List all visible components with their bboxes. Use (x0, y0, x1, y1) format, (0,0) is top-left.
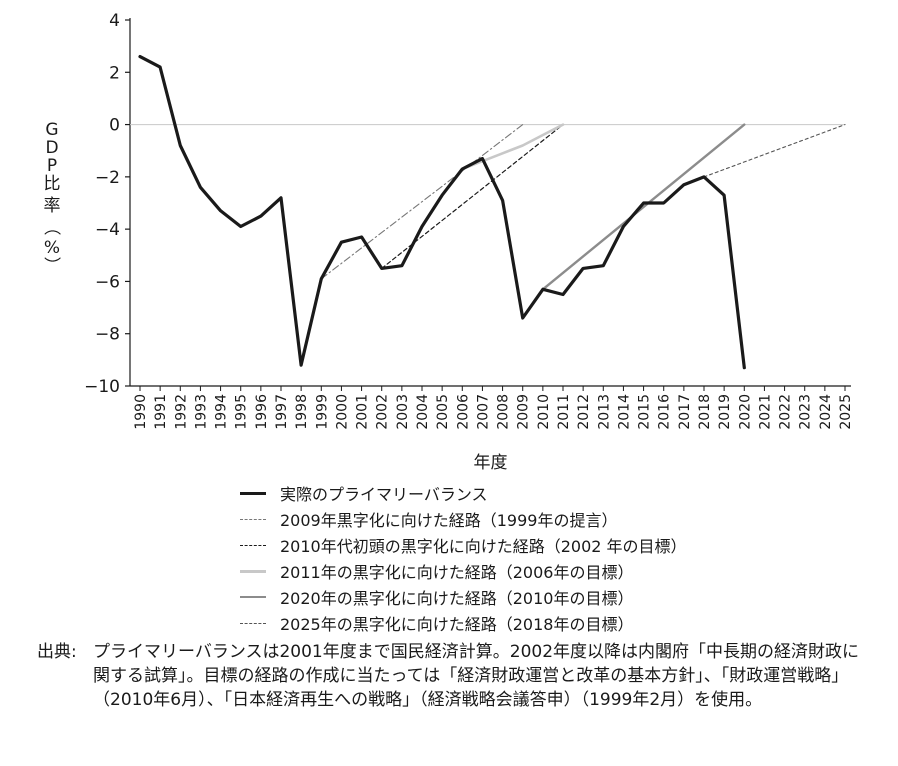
x-tick-label: 2003 (395, 394, 411, 430)
series-line-2 (381, 123, 564, 269)
legend-item: 2025年の黒字化に向けた経路（2018年の目標） (240, 610, 687, 636)
x-axis: 1990 1991 1992 1993 1994 1995 1996 1997 1998 1999… (130, 385, 854, 430)
legend-label: 2009年黒字化に向けた経路（1999年の提言） (280, 511, 618, 530)
y-axis-title-char: D (45, 138, 58, 158)
legend-label: 2011年の黒字化に向けた経路（2006年の目標） (280, 563, 634, 582)
source-note: 出典: プライマリーバランスは2001年度まで国民経済計算。2002年度以降は内… (37, 640, 867, 712)
y-axis-title-char: （ (41, 219, 61, 236)
y-axis-title-char: % (44, 238, 60, 258)
source-text: プライマリーバランスは2001年度まで国民経済計算。2002年度以降は内閣府「中… (93, 642, 860, 710)
x-tick-label: 1992 (173, 394, 189, 430)
x-tick-label: 1994 (214, 394, 230, 430)
x-tick-label: 2002 (375, 394, 391, 430)
y-axis-title-char: G (45, 120, 58, 140)
series-line-3 (460, 123, 565, 171)
x-tick-label: 1995 (234, 394, 250, 430)
series-line-0 (138, 54, 746, 370)
x-tick-label: 2012 (576, 394, 592, 430)
y-axis-title-char: ） (41, 257, 61, 274)
x-axis-title: 年度 (474, 453, 508, 470)
series-line-1 (320, 124, 524, 280)
x-tick-label: 1996 (254, 394, 270, 430)
y-axis-title-char: P (47, 156, 57, 176)
x-tick-label: 2022 (778, 394, 794, 430)
legend: 実際のプライマリーバランス 2009年黒字化に向けた経路（1999年の提言） 201… (240, 480, 687, 636)
y-tick-label: −10 (84, 377, 120, 397)
x-tick-label: 2014 (616, 394, 632, 430)
series-line-4 (541, 123, 746, 291)
x-tick-label: 2016 (657, 394, 673, 430)
legend-label: 2020年の黒字化に向けた経路（2010年の目標） (280, 589, 634, 608)
y-tick-label: 4 (109, 11, 120, 31)
x-tick-label: 2008 (496, 394, 512, 430)
series-group (138, 54, 846, 370)
legend-item: 2011年の黒字化に向けた経路（2006年の目標） (240, 558, 687, 584)
x-tick-label: 2020 (737, 394, 753, 430)
legend-swatch (240, 491, 266, 495)
x-tick-label: 1997 (274, 394, 290, 430)
legend-swatch (240, 518, 266, 520)
x-tick-label: 1991 (153, 394, 169, 430)
legend-label: 実際のプライマリーバランス (280, 485, 488, 504)
x-tick-label: 2007 (475, 394, 491, 430)
legend-label: 2025年の黒字化に向けた経路（2018年の目標） (280, 615, 634, 634)
legend-swatch (240, 622, 266, 624)
x-tick-label: 2011 (556, 394, 572, 430)
y-tick-label: −4 (95, 220, 120, 240)
x-tick-label: 2009 (516, 394, 532, 430)
x-tick-label: 2015 (637, 394, 653, 430)
legend-item: 実際のプライマリーバランス (240, 480, 687, 506)
x-tick-label: 2000 (334, 394, 350, 430)
x-tick-label: 1998 (294, 394, 310, 430)
x-tick-label: 2018 (697, 394, 713, 430)
y-tick-label: −2 (95, 168, 120, 188)
x-tick-label: 2019 (717, 394, 733, 430)
x-tick-label: 2013 (596, 394, 612, 430)
y-tick-label: −6 (95, 272, 120, 292)
x-tick-label: 2023 (798, 394, 814, 430)
x-tick-label: 2005 (435, 394, 451, 430)
x-tick-label: 2010 (536, 394, 552, 430)
legend-item: 2020年の黒字化に向けた経路（2010年の目標） (240, 584, 687, 610)
legend-swatch (240, 544, 266, 546)
y-tick-label: −8 (95, 325, 120, 345)
x-tick-label: 1999 (314, 394, 330, 430)
x-tick-label: 2006 (455, 394, 471, 430)
legend-swatch (240, 569, 266, 573)
y-tick-label: 2 (109, 63, 120, 83)
y-axis-title-char: 率 (44, 196, 61, 216)
legend-item: 2009年黒字化に向けた経路（1999年の提言） (240, 506, 687, 532)
x-tick-label: 2017 (677, 394, 693, 430)
x-tick-label: 2024 (818, 394, 834, 430)
y-axis-title-char: 比 (44, 174, 61, 194)
legend-item: 2010年代初頭の黒字化に向けた経路（2002 年の目標） (240, 532, 687, 558)
x-tick-label: 1990 (133, 394, 149, 430)
source-prefix: 出典: (37, 642, 77, 662)
legend-swatch (240, 596, 266, 598)
y-axis: 4 2 0 −2 −4 −6 −8 −10 (84, 11, 131, 397)
x-tick-label: 2025 (838, 394, 854, 430)
x-tick-label: 1993 (193, 394, 209, 430)
y-tick-label: 0 (109, 116, 120, 136)
legend-label: 2010年代初頭の黒字化に向けた経路（2002 年の目標） (280, 537, 687, 556)
x-tick-label: 2004 (415, 394, 431, 430)
series-line-5 (703, 124, 846, 178)
x-tick-label: 2001 (355, 394, 371, 430)
x-tick-label: 2021 (757, 394, 773, 430)
